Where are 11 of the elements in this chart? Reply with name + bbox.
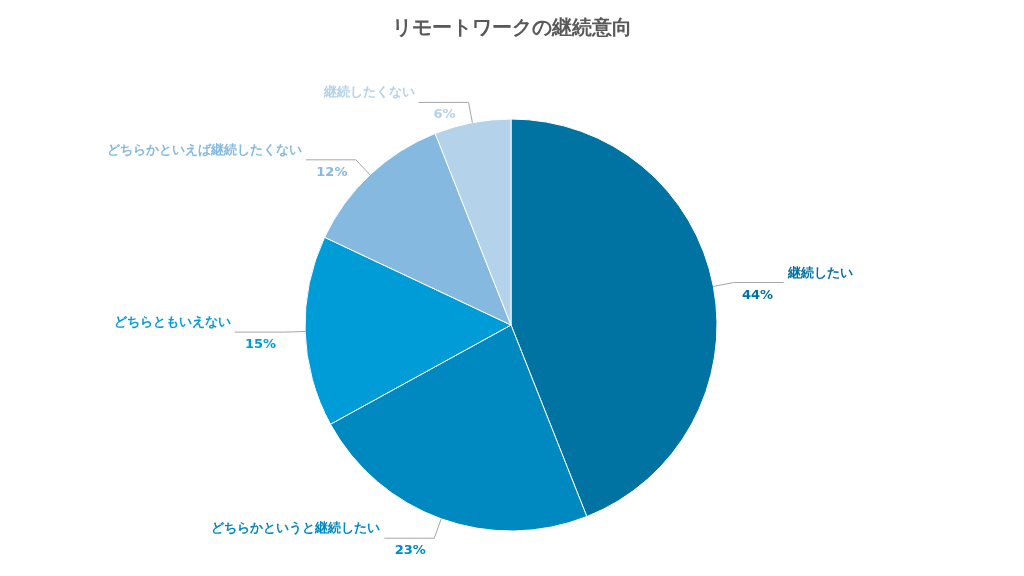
slice-label: 継続したくない <box>322 84 415 100</box>
data-label: 12% <box>316 163 348 179</box>
chart-title: リモートワークの継続意向 <box>392 15 632 39</box>
slice-label: どちらかといえば継続したくない <box>106 141 302 157</box>
slice-label: どちらかというと継続したい <box>211 520 381 536</box>
slice-label: どちらともいえない <box>113 314 231 330</box>
slice-label: 継続したい <box>786 264 853 280</box>
data-label: 6% <box>433 106 456 122</box>
data-label: 44% <box>742 286 774 302</box>
data-label: 23% <box>394 542 426 558</box>
data-label: 15% <box>244 336 277 352</box>
